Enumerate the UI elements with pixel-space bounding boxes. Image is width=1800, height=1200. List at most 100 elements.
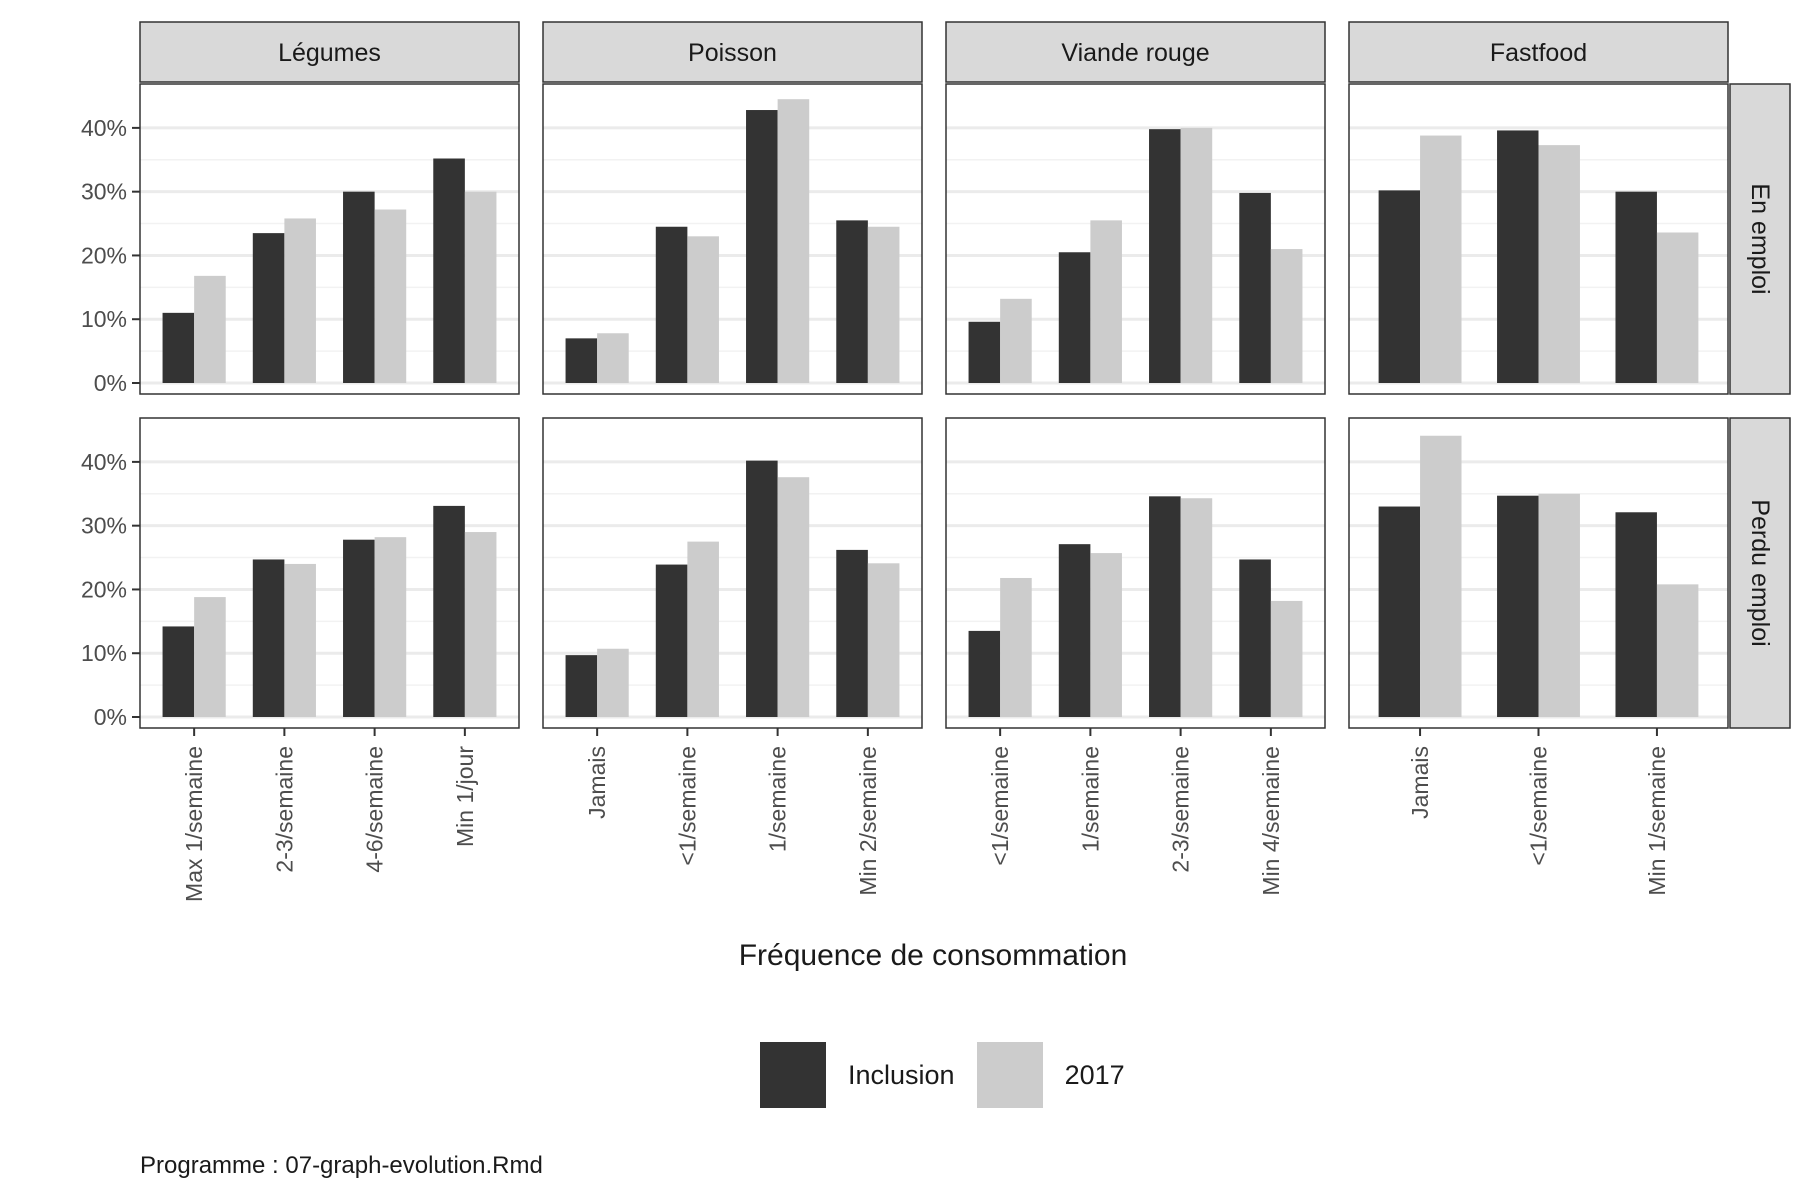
bar-en-emploi-viande-rouge-1-semaine-2017 xyxy=(1090,220,1122,383)
bar-en-emploi-poisson-jamais-2017 xyxy=(597,333,629,383)
bar-en-emploi-viande-rouge-2-3-semaine-inclusion xyxy=(1149,129,1181,383)
bar-en-emploi-fastfood-jamais-2017 xyxy=(1420,135,1462,383)
bar-en-emploi-poisson-jamais-inclusion xyxy=(565,338,598,383)
x-tick-label-poisson-jamais: Jamais xyxy=(584,746,610,819)
x-axis-title: Fréquence de consommation xyxy=(739,939,1128,972)
x-tick-label-poisson-lt1-semaine: <1/semaine xyxy=(674,746,700,866)
bar-en-emploi-legumes-4-6-semaine-2017 xyxy=(374,209,407,383)
legend-swatch-inclusion xyxy=(760,1042,826,1108)
bar-en-emploi-viande-rouge-1-semaine-inclusion xyxy=(1058,252,1091,383)
bar-perdu-emploi-viande-rouge-2-3-semaine-2017 xyxy=(1180,498,1213,717)
facet-strip-fastfood xyxy=(1348,21,1729,83)
bar-perdu-emploi-fastfood-min-1-semaine-2017 xyxy=(1656,584,1699,717)
x-tick-label-legumes-max-1-semaine: Max 1/semaine xyxy=(181,746,207,902)
legend-swatch-2017 xyxy=(976,1042,1043,1108)
bar-perdu-emploi-fastfood-min-1-semaine-inclusion xyxy=(1615,512,1657,717)
bar-en-emploi-legumes-2-3-semaine-inclusion xyxy=(252,233,285,383)
y-tick-label-en-emploi-40: 40% xyxy=(81,115,127,141)
x-tick-label-viande-rouge-min-4-semaine: Min 4/semaine xyxy=(1258,746,1284,896)
y-tick-label-perdu-emploi-10: 10% xyxy=(81,640,127,666)
bar-perdu-emploi-legumes-4-6-semaine-2017 xyxy=(374,537,407,717)
legend-item-2017: 2017 xyxy=(976,1042,1125,1108)
bar-perdu-emploi-viande-rouge-min-4-semaine-inclusion xyxy=(1239,559,1271,717)
bar-perdu-emploi-poisson-1-semaine-2017 xyxy=(777,477,810,717)
bar-perdu-emploi-poisson-min-2-semaine-inclusion xyxy=(836,549,868,717)
y-tick-label-perdu-emploi-40: 40% xyxy=(81,449,127,475)
facet-strip-en-emploi xyxy=(1729,83,1791,395)
faceted-bar-chart: Légumes Poisson Viande rouge Fastfood En emp… xyxy=(81,21,1791,972)
y-tick-label-en-emploi-20: 20% xyxy=(81,242,127,268)
y-tick-label-perdu-emploi-30: 30% xyxy=(81,513,127,539)
x-tick-label-fastfood-min-1-semaine: Min 1/semaine xyxy=(1644,746,1670,896)
bar-en-emploi-legumes-min-1-jour-2017 xyxy=(464,191,497,383)
bar-perdu-emploi-fastfood-jamais-2017 xyxy=(1420,435,1462,717)
y-tick-label-en-emploi-10: 10% xyxy=(81,306,127,332)
bar-perdu-emploi-legumes-min-1-jour-inclusion xyxy=(433,505,465,717)
panel-en-emploi-legumes-border xyxy=(139,83,520,395)
x-tick-label-poisson-1-semaine: 1/semaine xyxy=(765,746,791,852)
bar-perdu-emploi-poisson-lt1-semaine-inclusion xyxy=(655,564,688,717)
y-tick-label-en-emploi-0: 0% xyxy=(94,370,127,396)
facet-strip-label-legumes: Légumes xyxy=(278,39,381,67)
bar-en-emploi-poisson-lt1-semaine-2017 xyxy=(687,236,719,383)
bar-en-emploi-fastfood-min-1-semaine-2017 xyxy=(1656,232,1699,383)
bar-perdu-emploi-legumes-max-1-semaine-2017 xyxy=(194,597,226,717)
bar-en-emploi-viande-rouge-lt1-semaine-inclusion xyxy=(968,321,1001,383)
facet-strip-viande-rouge xyxy=(945,21,1326,83)
panel-perdu-emploi-viande-rouge-border xyxy=(945,417,1326,729)
x-tick-label-viande-rouge-2-3-semaine: 2-3/semaine xyxy=(1168,746,1194,873)
x-tick-label-poisson-min-2-semaine: Min 2/semaine xyxy=(855,746,881,896)
bar-en-emploi-poisson-min-2-semaine-inclusion xyxy=(836,220,868,383)
bar-en-emploi-poisson-lt1-semaine-inclusion xyxy=(655,226,688,383)
facet-strip-label-poisson: Poisson xyxy=(688,39,777,67)
bar-en-emploi-poisson-min-2-semaine-2017 xyxy=(867,226,900,383)
x-tick-label-legumes-2-3-semaine: 2-3/semaine xyxy=(271,746,297,873)
legend-item-inclusion: Inclusion xyxy=(760,1042,955,1108)
y-tick-label-en-emploi-30: 30% xyxy=(81,179,127,205)
bar-en-emploi-viande-rouge-min-4-semaine-inclusion xyxy=(1239,192,1271,383)
bar-perdu-emploi-poisson-lt1-semaine-2017 xyxy=(687,541,719,717)
bar-en-emploi-poisson-1-semaine-inclusion xyxy=(746,110,778,383)
facet-strip-poisson xyxy=(542,21,923,83)
bar-perdu-emploi-viande-rouge-lt1-semaine-2017 xyxy=(1000,577,1032,717)
bar-en-emploi-poisson-1-semaine-2017 xyxy=(777,99,810,383)
bar-en-emploi-legumes-max-1-semaine-2017 xyxy=(194,275,226,383)
bar-perdu-emploi-viande-rouge-2-3-semaine-inclusion xyxy=(1149,496,1181,717)
bar-perdu-emploi-fastfood-jamais-inclusion xyxy=(1378,506,1421,717)
facet-strip-label-viande-rouge: Viande rouge xyxy=(1061,39,1209,67)
facet-strip-label-perdu-emploi: Perdu emploi xyxy=(1746,499,1774,646)
x-tick-label-fastfood-lt1-semaine: <1/semaine xyxy=(1526,746,1552,866)
bar-perdu-emploi-legumes-min-1-jour-2017 xyxy=(464,532,497,717)
bar-perdu-emploi-poisson-jamais-2017 xyxy=(597,648,629,717)
panel-en-emploi-viande-rouge-border xyxy=(945,83,1326,395)
bar-en-emploi-fastfood-jamais-inclusion xyxy=(1378,190,1421,383)
legend: Inclusion 2017 xyxy=(760,1040,1147,1110)
bar-en-emploi-fastfood-lt1-semaine-inclusion xyxy=(1497,130,1539,383)
y-tick-label-perdu-emploi-0: 0% xyxy=(94,704,127,730)
x-tick-label-viande-rouge-lt1-semaine: <1/semaine xyxy=(987,746,1013,866)
bar-perdu-emploi-viande-rouge-lt1-semaine-inclusion xyxy=(968,630,1001,717)
facet-strip-perdu-emploi xyxy=(1729,417,1791,729)
bar-en-emploi-viande-rouge-2-3-semaine-2017 xyxy=(1180,127,1213,383)
bar-perdu-emploi-fastfood-lt1-semaine-inclusion xyxy=(1497,495,1539,717)
bar-en-emploi-viande-rouge-min-4-semaine-2017 xyxy=(1270,249,1303,383)
panel-en-emploi-poisson-border xyxy=(542,83,923,395)
x-tick-label-legumes-4-6-semaine: 4-6/semaine xyxy=(362,746,388,873)
facet-strip-label-fastfood: Fastfood xyxy=(1490,39,1587,67)
y-tick-label-perdu-emploi-20: 20% xyxy=(81,576,127,602)
panel-perdu-emploi-poisson-border xyxy=(542,417,923,729)
bar-perdu-emploi-legumes-2-3-semaine-inclusion xyxy=(252,559,285,717)
bar-en-emploi-legumes-max-1-semaine-inclusion xyxy=(162,312,195,383)
caption: Programme : 07-graph-evolution.Rmd xyxy=(140,1152,543,1179)
facet-strip-label-en-emploi: En emploi xyxy=(1746,183,1774,294)
legend-label-2017: 2017 xyxy=(1064,1059,1125,1090)
bar-perdu-emploi-poisson-jamais-inclusion xyxy=(565,655,598,717)
bar-perdu-emploi-viande-rouge-1-semaine-2017 xyxy=(1090,553,1122,717)
bar-perdu-emploi-poisson-min-2-semaine-2017 xyxy=(867,563,900,717)
panel-perdu-emploi-legumes-border xyxy=(139,417,520,729)
bar-perdu-emploi-viande-rouge-1-semaine-inclusion xyxy=(1058,544,1091,717)
x-tick-label-viande-rouge-1-semaine: 1/semaine xyxy=(1077,746,1103,852)
x-tick-label-fastfood-jamais: Jamais xyxy=(1407,746,1433,819)
bar-perdu-emploi-legumes-2-3-semaine-2017 xyxy=(284,563,316,717)
